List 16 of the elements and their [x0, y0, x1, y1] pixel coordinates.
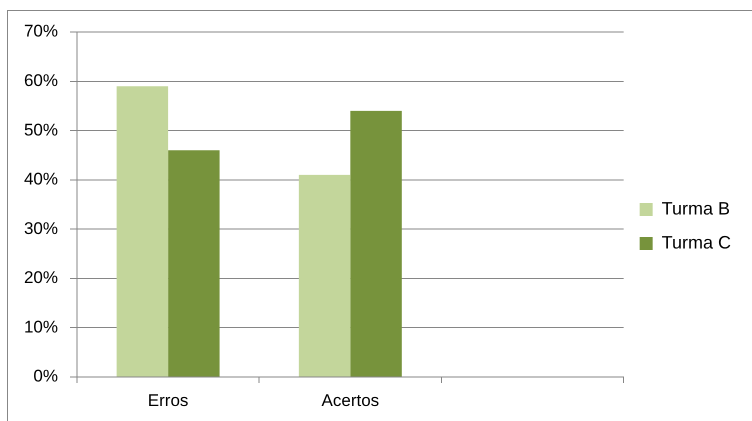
y-tick-label: 20% [24, 268, 58, 288]
y-tick-label: 40% [24, 170, 58, 189]
y-tick-label: 0% [33, 366, 58, 386]
legend-label: Turma C [662, 232, 732, 252]
bar [168, 150, 220, 376]
legend-label: Turma B [662, 198, 730, 218]
y-tick-label: 10% [24, 317, 58, 336]
y-tick-label: 60% [24, 70, 58, 90]
bar [350, 110, 402, 376]
x-tick-label: Acertos [322, 390, 380, 410]
bar [298, 174, 350, 376]
y-tick-label: 70% [24, 22, 58, 41]
y-tick-label: 50% [24, 120, 58, 140]
x-tick-label: Erros [148, 390, 188, 410]
y-tick-label: 30% [24, 218, 58, 238]
bar [116, 86, 168, 376]
